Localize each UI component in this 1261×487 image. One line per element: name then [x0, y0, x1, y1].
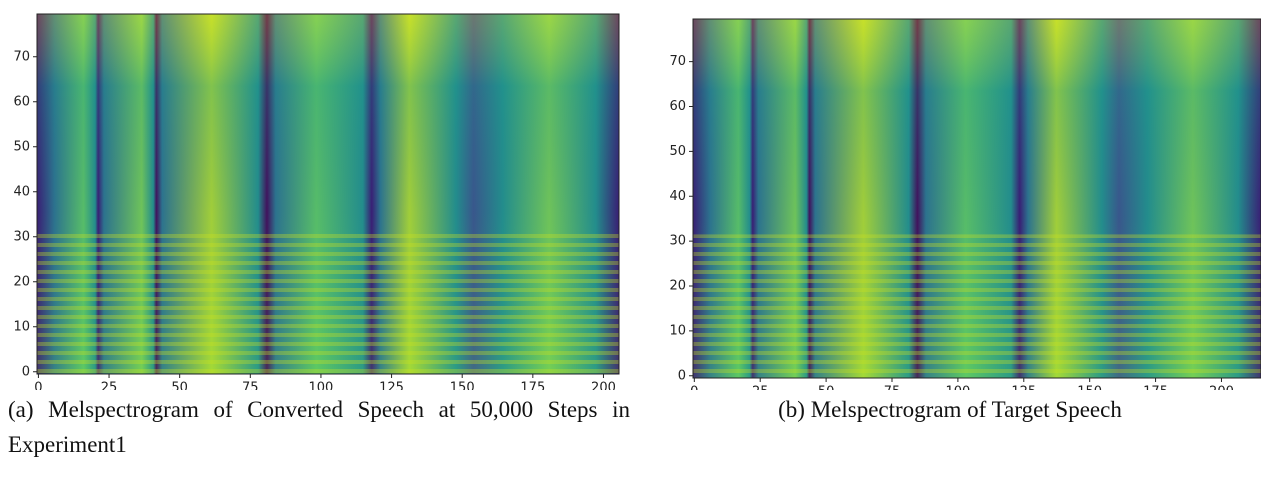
- y-tick-label: 10: [669, 323, 686, 338]
- y-tick-label: 10: [13, 319, 30, 334]
- x-tick-label: 125: [1011, 385, 1036, 391]
- x-tick-label: 200: [591, 381, 616, 391]
- x-tick-label: 100: [945, 385, 970, 391]
- x-tick-label: 0: [34, 381, 42, 391]
- y-tick-label: 50: [13, 139, 30, 154]
- x-tick-label: 50: [171, 381, 188, 391]
- y-tick-label: 20: [13, 274, 30, 289]
- y-tick-label: 50: [669, 144, 686, 159]
- x-tick-label: 200: [1209, 385, 1234, 391]
- x-tick-label: 175: [520, 381, 545, 391]
- heatmap-harmonics: [37, 230, 619, 374]
- y-tick-label: 20: [669, 279, 686, 294]
- figure: 0255075100125150175200010203040506070025…: [13, 13, 1261, 391]
- y-tick-label: 0: [678, 368, 686, 383]
- caption: (b) Melspectrogram of Target Speech: [778, 397, 1122, 422]
- x-tick-label: 75: [884, 385, 901, 391]
- x-tick-label: 150: [450, 381, 475, 391]
- y-tick-label: 30: [13, 229, 30, 244]
- caption: (a) Melspectrogram of Converted Speech a…: [8, 397, 630, 457]
- x-tick-label: 0: [690, 385, 698, 391]
- y-tick-label: 0: [22, 364, 30, 379]
- y-tick-label: 40: [13, 184, 30, 199]
- x-tick-label: 100: [309, 381, 334, 391]
- y-tick-label: 40: [669, 189, 686, 204]
- axes-frame: [692, 18, 1261, 379]
- heatmap-harmonics: [693, 234, 1261, 378]
- y-tick-label: 30: [669, 234, 686, 249]
- axes-frame: [36, 13, 620, 375]
- x-tick-label: 125: [379, 381, 404, 391]
- x-tick-label: 75: [242, 381, 259, 391]
- x-tick-label: 25: [752, 385, 769, 391]
- y-tick-label: 70: [669, 54, 686, 69]
- x-tick-label: 175: [1143, 385, 1168, 391]
- x-tick-label: 50: [818, 385, 835, 391]
- x-tick-label: 150: [1077, 385, 1102, 391]
- y-tick-label: 60: [13, 94, 30, 109]
- x-tick-label: 25: [101, 381, 118, 391]
- y-tick-label: 70: [13, 49, 30, 64]
- y-tick-label: 60: [669, 99, 686, 114]
